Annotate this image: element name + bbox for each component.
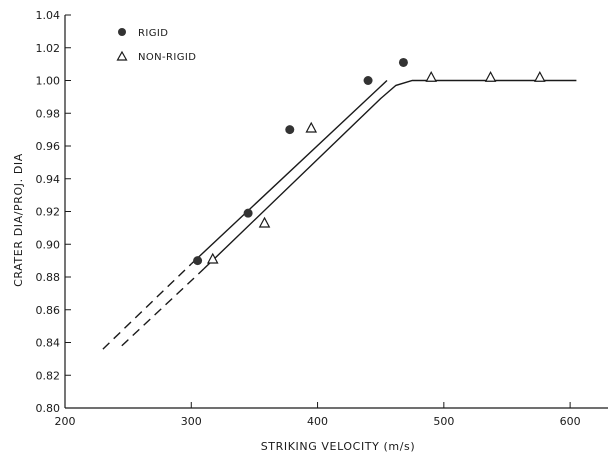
- y-tick-label: 0.84: [36, 337, 61, 350]
- y-tick-label: 1.04: [36, 9, 61, 22]
- fit-line-extrapolated-rigid: [102, 263, 192, 350]
- point-rigid: [363, 76, 373, 85]
- fit-line-non-rigid: [203, 79, 577, 270]
- fit-lines: [102, 79, 577, 350]
- point-non-rigid: [425, 70, 438, 82]
- fit-line-extrapolated-non-rigid: [121, 268, 205, 347]
- point-rigid: [398, 57, 408, 67]
- data-points: [193, 57, 546, 266]
- axes: [64, 15, 608, 409]
- x-axis-label: STRIKING VELOCITY (m/s): [261, 440, 416, 453]
- fit-line-rigid: [190, 79, 388, 265]
- y-tick-label: 1.00: [36, 75, 61, 88]
- y-tick-label: 0.82: [36, 369, 61, 382]
- y-tick-label: 0.80: [36, 402, 61, 415]
- point-non-rigid: [305, 121, 318, 133]
- point-non-rigid: [258, 216, 271, 228]
- y-axis-ticks: 0.80 0.82 0.84 0.86 0.88 0.90 0.92 0.94 0.96 0.98…: [36, 9, 71, 415]
- y-tick-label: 0.90: [36, 238, 61, 251]
- y-tick-label: 0.98: [36, 107, 61, 120]
- legend-label-rigid: RIGID: [138, 28, 168, 39]
- legend-marker-rigid: [118, 28, 126, 36]
- y-tick-label: 1.02: [36, 42, 61, 55]
- y-tick-label: 0.96: [36, 140, 61, 153]
- point-rigid: [193, 256, 203, 266]
- y-tick-label: 0.92: [36, 206, 61, 219]
- legend-marker-non-rigid: [116, 50, 128, 61]
- point-rigid: [285, 125, 295, 135]
- y-tick-label: 0.88: [36, 271, 61, 284]
- legend: RIGID NON-RIGID: [116, 28, 196, 63]
- point-non-rigid: [206, 252, 219, 264]
- x-tick-label: 200: [55, 415, 76, 428]
- legend-label-non-rigid: NON-RIGID: [138, 52, 196, 63]
- y-tick-label: 0.94: [36, 173, 61, 186]
- point-non-rigid: [534, 70, 546, 82]
- x-tick-label: 400: [307, 415, 328, 428]
- y-axis-label: CRATER DIA/PROJ. DIA: [12, 153, 25, 287]
- point-non-rigid: [484, 70, 497, 82]
- x-tick-label: 500: [433, 415, 454, 428]
- point-rigid: [243, 208, 253, 218]
- y-tick-label: 0.86: [36, 304, 61, 317]
- x-tick-label: 600: [560, 415, 581, 428]
- x-tick-label: 300: [181, 415, 202, 428]
- x-axis-ticks: 200 300 400 500 600: [55, 402, 581, 428]
